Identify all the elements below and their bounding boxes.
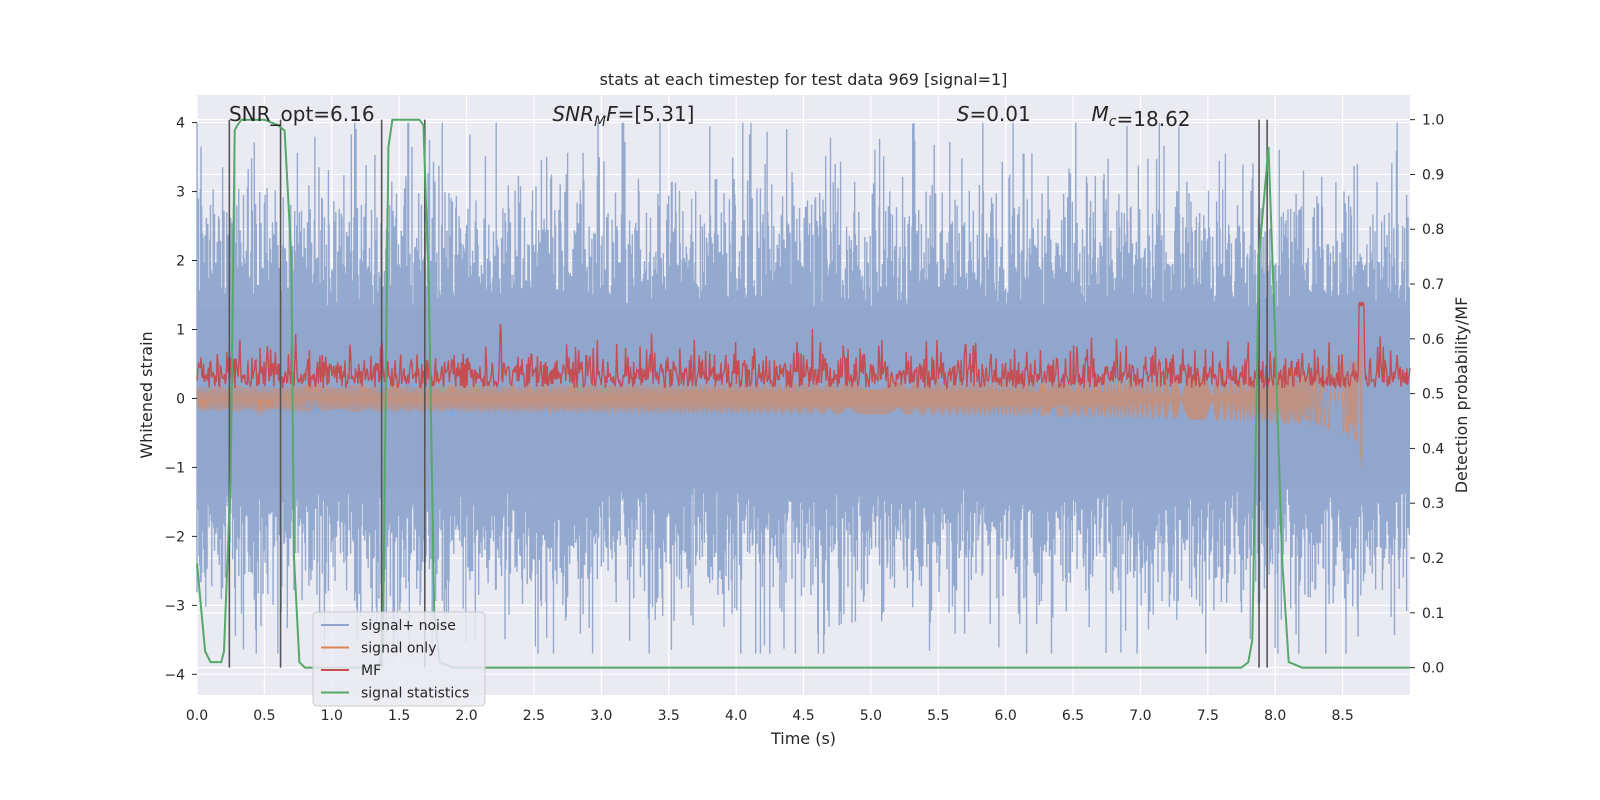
annotation-text: Mc=18.62 [1092, 102, 1191, 131]
signal-statistics-line [196, 118, 1410, 669]
x-tick-label: 2.0 [455, 708, 477, 724]
legend-label: signal+ noise [361, 618, 456, 634]
legend-box [312, 611, 486, 707]
annotation-text: SNRMF=[5.31] [552, 102, 694, 130]
legend: signal+ noise signal only MF signal statist… [312, 611, 486, 707]
x-tick-label: 6.0 [995, 708, 1017, 724]
y-tick-label: −2 [164, 529, 185, 545]
x-tick-label: 8.0 [1264, 708, 1286, 724]
x-tick-label: 3.5 [658, 708, 680, 724]
y-axis-right-label: Detection probability/MF [1452, 297, 1471, 494]
chart-title: stats at each timestep for test data 969… [600, 70, 1008, 89]
y-right-tick-label: 0.7 [1422, 277, 1444, 293]
x-tick-label: 0.5 [253, 708, 275, 724]
x-tick-label: 7.0 [1129, 708, 1151, 724]
signal-only-line [196, 321, 1363, 468]
mf-line [196, 300, 1411, 391]
annotation-text: SNR_opt=6.16 [229, 102, 375, 126]
y-tick-label: 1 [176, 322, 185, 338]
legend-label: signal only [361, 641, 436, 657]
signal-statistics-series [196, 118, 1410, 669]
y-right-tick-label: 0.1 [1422, 606, 1444, 622]
annotation-text: S=0.01 [957, 102, 1031, 126]
x-tick-label: 8.5 [1331, 708, 1353, 724]
y-axis-label: Whitened strain [137, 331, 156, 458]
x-tick-label: 1.0 [321, 708, 343, 724]
legend-label: MF [361, 663, 381, 679]
legend-label: signal statistics [361, 686, 469, 702]
y-right-tick-label: 0.3 [1422, 496, 1444, 512]
y-tick-label: 4 [176, 116, 185, 132]
x-tick-label: 5.0 [860, 708, 882, 724]
mf-series [196, 300, 1411, 391]
y-right-tick-label: 0.5 [1422, 387, 1444, 403]
y-right-tick-label: 0.4 [1422, 441, 1444, 457]
y-right-tick-label: 0.0 [1422, 661, 1444, 677]
y-right-tick-label: 0.9 [1422, 167, 1444, 183]
y-tick-label: 3 [176, 185, 185, 201]
x-tick-label: 1.5 [388, 708, 410, 724]
y-right-tick-label: 0.6 [1422, 332, 1444, 348]
y-tick-label: 0 [176, 391, 185, 407]
x-tick-label: 0.0 [186, 708, 208, 724]
x-tick-label: 5.5 [927, 708, 949, 724]
x-axis-label: Time (s) [770, 729, 836, 748]
y-right-tick-label: 0.2 [1422, 551, 1444, 567]
x-tick-label: 6.5 [1062, 708, 1084, 724]
annotations-layer: SNR_opt=6.16 SNRMF=[5.31] S=0.01 Mc=18.62 [229, 102, 1191, 131]
x-tick-label: 4.0 [725, 708, 747, 724]
signal-only-series [196, 321, 1363, 468]
x-tick-label: 3.0 [590, 708, 612, 724]
y-tick-label: 2 [176, 254, 185, 270]
y-right-tick-label: 1.0 [1422, 113, 1444, 129]
vertical-markers-layer [228, 119, 1268, 668]
x-tick-label: 2.5 [523, 708, 545, 724]
y-tick-label: −1 [164, 460, 185, 476]
x-tick-label: 4.5 [792, 708, 814, 724]
y-right-tick-label: 0.8 [1422, 222, 1444, 238]
y-tick-label: −4 [164, 667, 185, 683]
y-tick-label: −3 [164, 598, 185, 614]
x-tick-label: 7.5 [1197, 708, 1219, 724]
tick-labels-layer: 0.0 0.5 1.0 1.5 2.0 2.5 3.0 3.5 4.0 4.5 5.0 5.5 6.0 6… [164, 113, 1444, 724]
